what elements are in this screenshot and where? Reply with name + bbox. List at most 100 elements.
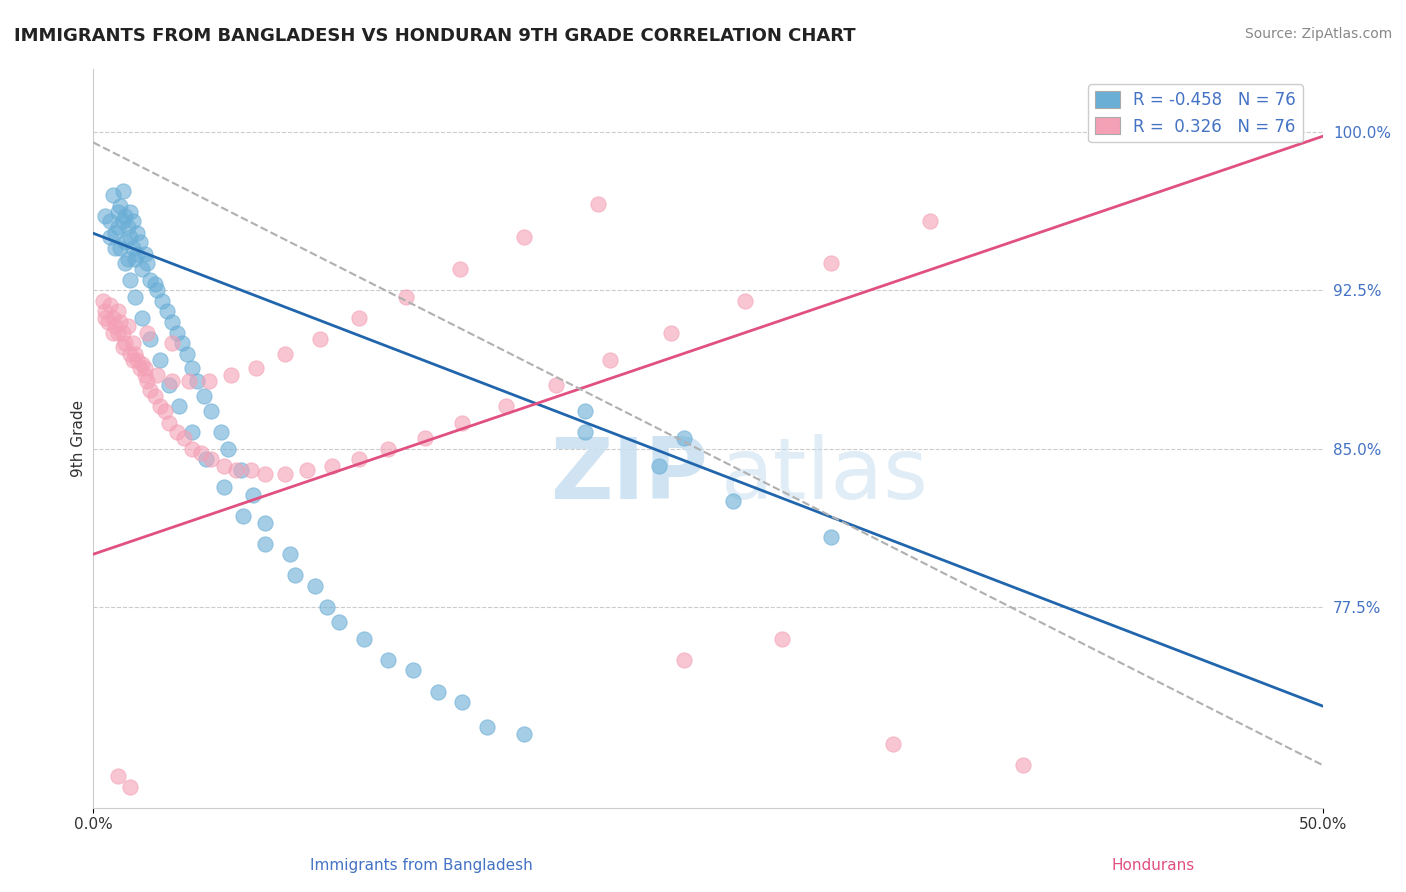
Point [124, 290, 146, 304]
Point [111, 340, 134, 354]
Point [413, 431, 436, 445]
Point [117, 319, 139, 334]
Point [159, 378, 181, 392]
Text: Source: ZipAtlas.com: Source: ZipAtlas.com [1244, 27, 1392, 41]
Point [734, 293, 756, 308]
Point [101, 310, 124, 325]
Point [131, 310, 153, 325]
Point [449, 262, 471, 277]
Point [212, 480, 235, 494]
Point [254, 467, 277, 481]
Point [219, 368, 242, 382]
Point [166, 425, 188, 439]
Text: IMMIGRANTS FROM BANGLADESH VS HONDURAN 9TH GRADE CORRELATION CHART: IMMIGRANTS FROM BANGLADESH VS HONDURAN 9… [14, 27, 856, 45]
Point [120, 230, 142, 244]
Point [198, 374, 221, 388]
Point [127, 226, 149, 240]
Text: ZIP: ZIP [551, 434, 709, 516]
Point [672, 431, 695, 445]
Point [101, 188, 124, 202]
Point [672, 653, 695, 667]
Point [91, 293, 114, 308]
Point [107, 326, 129, 340]
Point [225, 463, 247, 477]
Point [278, 547, 301, 561]
Point [129, 361, 152, 376]
Point [121, 336, 143, 351]
Point [586, 196, 609, 211]
Point [136, 374, 159, 388]
Point [402, 664, 425, 678]
Point [100, 213, 122, 227]
Point [107, 304, 129, 318]
Point [146, 368, 169, 382]
Point [149, 353, 172, 368]
Point [149, 400, 172, 414]
Point [120, 205, 142, 219]
Point [284, 568, 307, 582]
Point [229, 463, 252, 477]
Point [124, 346, 146, 360]
Point [121, 241, 143, 255]
Point [97, 315, 120, 329]
Point [232, 509, 254, 524]
Point [475, 721, 498, 735]
Point [239, 463, 262, 477]
Point [150, 293, 173, 308]
Point [104, 226, 127, 240]
Point [495, 400, 517, 414]
Point [143, 277, 166, 291]
Point [274, 467, 297, 481]
Point [512, 727, 534, 741]
Point [111, 326, 134, 340]
Point [166, 326, 188, 340]
Point [599, 353, 621, 368]
Point [156, 304, 179, 318]
Point [451, 417, 474, 431]
Point [111, 184, 134, 198]
Point [347, 310, 370, 325]
Point [111, 213, 134, 227]
Point [134, 247, 156, 261]
Point [394, 290, 416, 304]
Point [1012, 758, 1035, 772]
Y-axis label: 9th Grade: 9th Grade [72, 400, 86, 476]
Point [153, 403, 176, 417]
Point [100, 230, 122, 244]
Point [121, 213, 143, 227]
Point [117, 219, 139, 234]
Point [190, 446, 212, 460]
Point [721, 494, 744, 508]
Point [918, 213, 941, 227]
Point [176, 346, 198, 360]
Point [308, 332, 330, 346]
Point [328, 615, 350, 629]
Point [107, 205, 129, 219]
Point [451, 695, 474, 709]
Point [160, 315, 183, 329]
Point [218, 442, 240, 456]
Point [254, 516, 277, 530]
Point [114, 210, 136, 224]
Point [131, 262, 153, 277]
Point [136, 256, 159, 270]
Point [200, 403, 222, 417]
Point [648, 458, 671, 473]
Point [120, 780, 142, 794]
Point [134, 361, 156, 376]
Point [544, 378, 567, 392]
Point [195, 452, 218, 467]
Point [186, 374, 208, 388]
Point [127, 353, 149, 368]
Point [659, 326, 682, 340]
Point [114, 235, 136, 249]
Point [574, 425, 596, 439]
Point [139, 273, 162, 287]
Text: Immigrants from Bangladesh: Immigrants from Bangladesh [311, 858, 533, 872]
Point [117, 252, 139, 266]
Point [179, 374, 201, 388]
Point [377, 653, 399, 667]
Point [120, 273, 142, 287]
Point [169, 400, 191, 414]
Point [114, 336, 136, 351]
